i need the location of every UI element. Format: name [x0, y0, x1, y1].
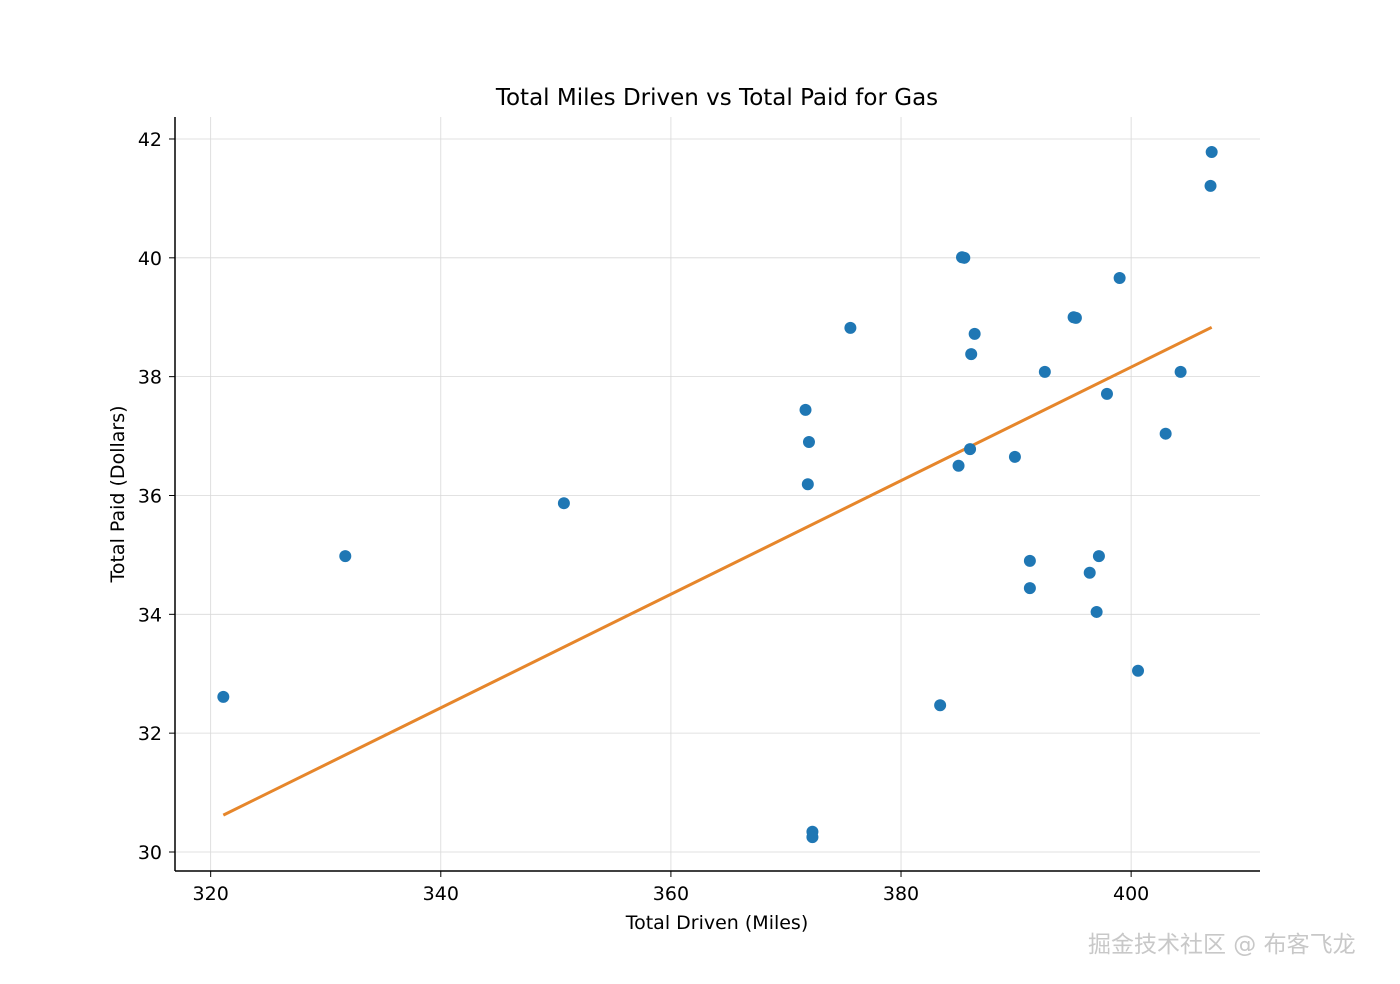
- data-point: [1083, 566, 1096, 579]
- y-tick-label: 36: [138, 485, 162, 507]
- data-point: [557, 497, 570, 510]
- data-point: [1023, 554, 1036, 567]
- data-point: [1090, 605, 1103, 618]
- y-tick-label: 30: [138, 842, 162, 864]
- data-point: [339, 550, 352, 563]
- data-point: [1008, 450, 1021, 463]
- data-point: [1113, 272, 1126, 285]
- data-point: [806, 831, 819, 844]
- data-point: [1092, 550, 1105, 563]
- x-tick-label: 400: [1113, 883, 1149, 905]
- data-point: [952, 459, 965, 472]
- data-point: [1100, 387, 1113, 400]
- data-point: [1204, 179, 1217, 192]
- data-point: [1159, 427, 1172, 440]
- data-point: [1174, 365, 1187, 378]
- data-point: [844, 321, 857, 334]
- data-point: [1205, 146, 1218, 159]
- data-point: [1069, 311, 1082, 324]
- y-tick-label: 32: [138, 723, 162, 745]
- x-tick-label: 320: [193, 883, 229, 905]
- y-tick-label: 38: [138, 367, 162, 389]
- data-point: [968, 327, 981, 340]
- fit-line-layer: [222, 325, 1213, 817]
- data-point: [934, 699, 947, 712]
- x-tick-label: 340: [423, 883, 459, 905]
- x-axis-label: Total Driven (Miles): [625, 912, 809, 934]
- data-point: [802, 436, 815, 449]
- y-axis-label: Total Paid (Dollars): [107, 405, 129, 583]
- watermark: 掘金技术社区 @ 布客飞龙: [1088, 932, 1356, 958]
- data-point: [1038, 365, 1051, 378]
- data-point: [964, 443, 977, 456]
- chart-title: Total Miles Driven vs Total Paid for Gas: [495, 85, 938, 111]
- data-point: [965, 348, 978, 361]
- y-tick-label: 34: [138, 604, 162, 626]
- axes: 320 340 360 380 400 30 32 34 36 38 40 42: [138, 117, 1260, 905]
- data-point: [958, 251, 971, 264]
- fit-line: [222, 325, 1213, 817]
- data-point: [1132, 664, 1145, 677]
- data-point: [799, 403, 812, 416]
- points-layer: [217, 146, 1218, 844]
- x-tick-label: 360: [653, 883, 689, 905]
- data-point: [1023, 582, 1036, 595]
- x-tick-label: 380: [883, 883, 919, 905]
- data-point: [217, 690, 230, 703]
- y-tick-label: 42: [138, 129, 162, 151]
- grid: [175, 117, 1260, 871]
- data-point: [801, 478, 814, 491]
- y-tick-label: 40: [138, 248, 162, 270]
